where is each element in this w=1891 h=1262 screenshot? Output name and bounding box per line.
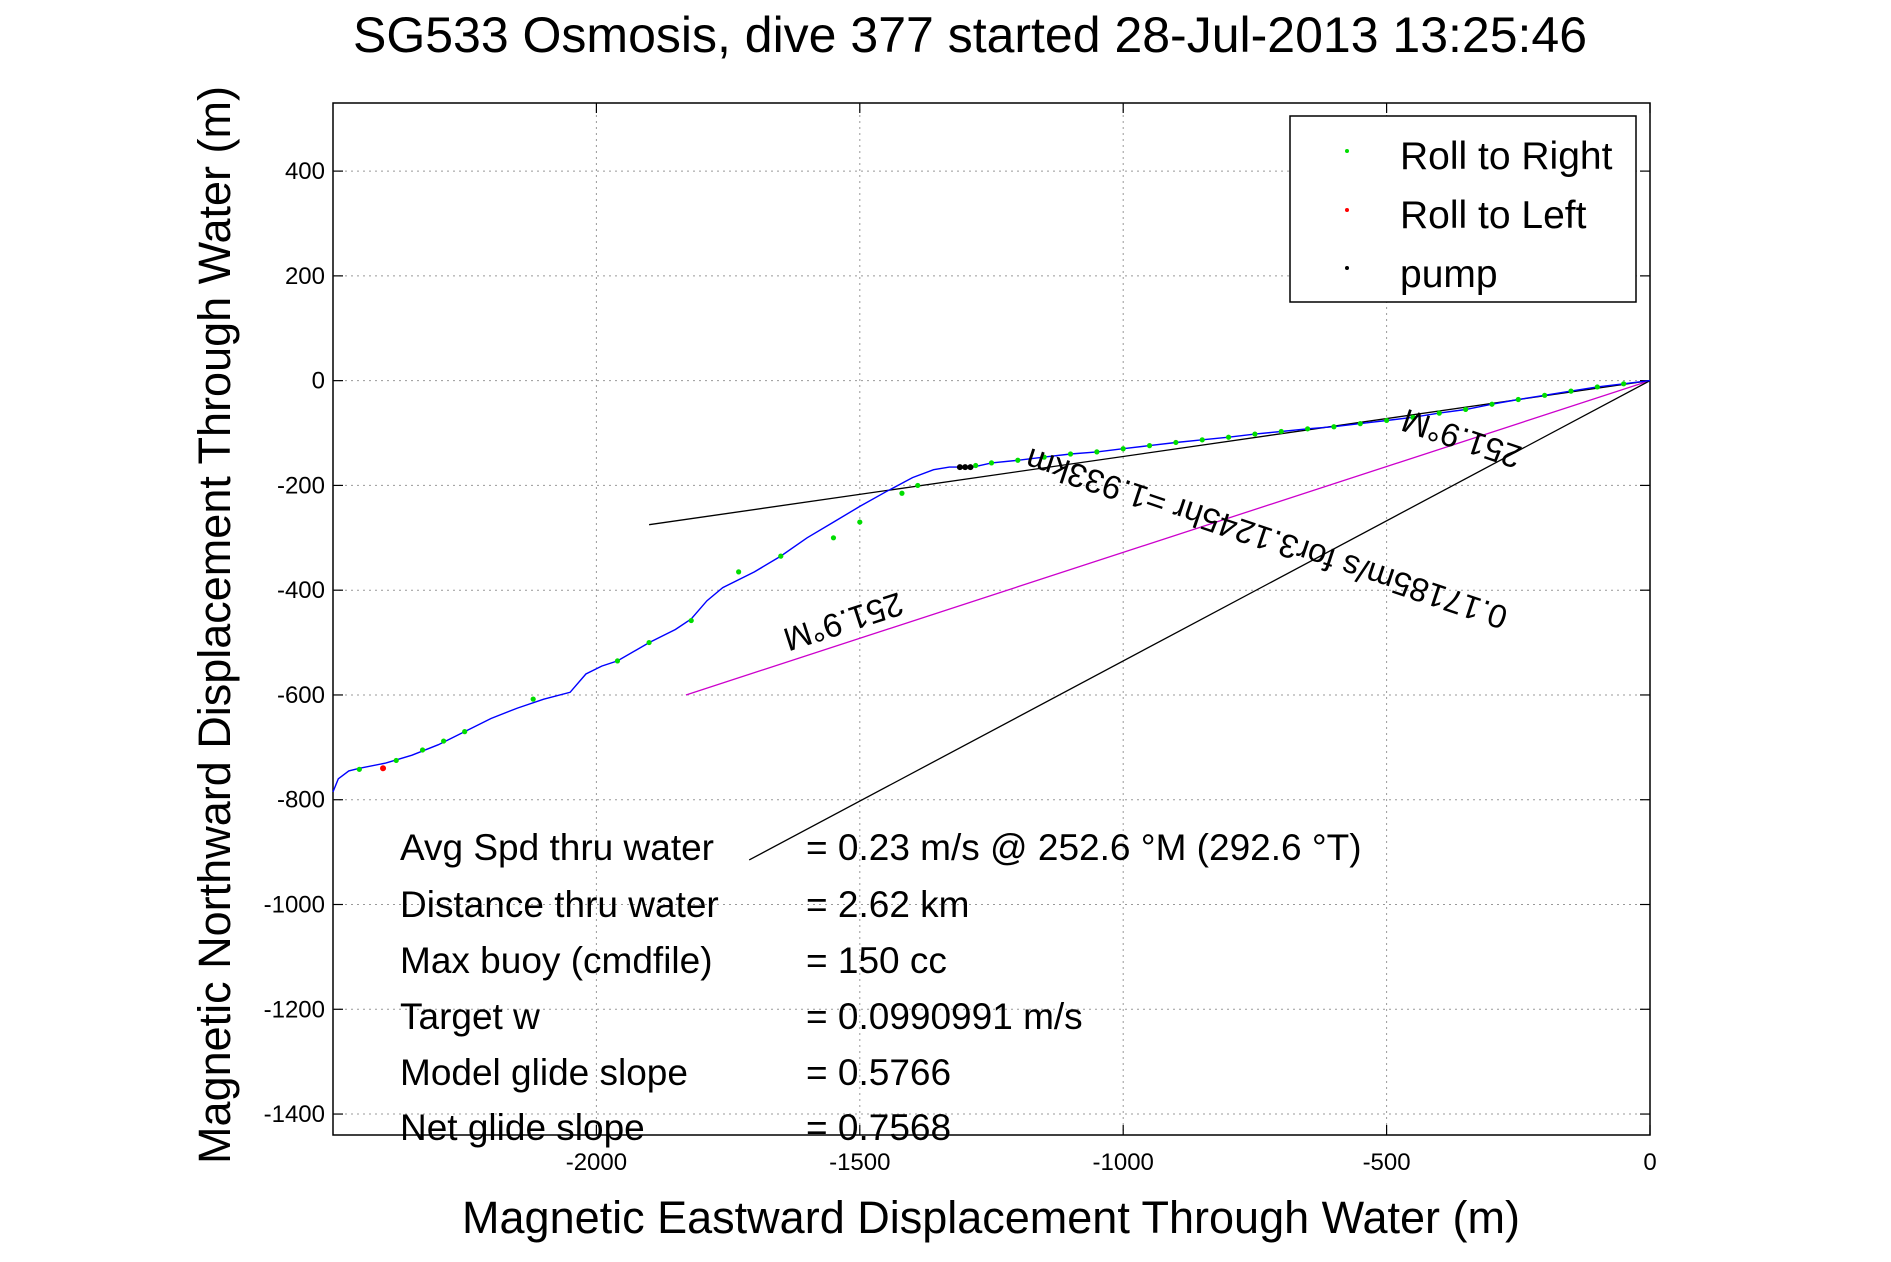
y-tick-label: 0 — [312, 368, 325, 395]
stats-block: Avg Spd thru water = 0.23 m/s @ 252.6 °M… — [400, 827, 1362, 1148]
roll-right-point — [1542, 392, 1548, 398]
reference-line-heading — [648, 380, 1651, 526]
roll-right-point — [830, 535, 837, 541]
pump-point — [967, 464, 974, 471]
roll-right-point — [988, 460, 995, 466]
stat-value: = 0.23 m/s @ 252.6 °M (292.6 °T) — [806, 827, 1362, 868]
roll-right-point — [646, 639, 652, 646]
track-series — [332, 379, 1651, 793]
legend-label-roll-right: Roll to Right — [1400, 135, 1613, 178]
roll-right-point — [614, 658, 621, 664]
roll-right-point — [1304, 426, 1311, 432]
stat-value: = 0.7568 — [806, 1107, 951, 1148]
roll-right-point — [441, 738, 447, 744]
marker-points — [356, 381, 1627, 772]
roll-left-point — [380, 765, 387, 772]
roll-right-point — [393, 757, 399, 764]
pump-point — [956, 464, 963, 471]
reference-line-current — [685, 380, 1651, 696]
roll-right-point — [1568, 388, 1574, 394]
legend-marker-pump — [1345, 266, 1349, 270]
roll-right-point — [1094, 449, 1100, 455]
roll-right-point — [736, 569, 742, 575]
legend-label-pump: pump — [1400, 253, 1498, 296]
y-tick-label: -200 — [277, 472, 325, 499]
stat-value: = 150 cc — [806, 940, 947, 981]
roll-right-point — [462, 729, 468, 735]
y-tick-label: 200 — [285, 263, 325, 290]
stat-label: Net glide slope — [400, 1107, 645, 1148]
roll-right-point — [688, 617, 694, 624]
y-tick-label: -600 — [277, 682, 325, 709]
roll-right-point — [915, 482, 921, 489]
x-tick-label: -500 — [1363, 1149, 1411, 1176]
roll-right-point — [1225, 434, 1232, 440]
roll-right-point — [356, 766, 362, 772]
roll-right-point — [1146, 443, 1153, 449]
stat-value: = 2.62 km — [806, 884, 970, 925]
roll-right-point — [1410, 414, 1416, 420]
legend-label-roll-left: Roll to Left — [1400, 194, 1587, 237]
roll-right-point — [1120, 446, 1126, 452]
roll-right-point — [1384, 417, 1390, 424]
roll-right-point — [1041, 454, 1047, 460]
roll-right-point — [973, 462, 979, 469]
y-tick-label: -1400 — [264, 1101, 325, 1128]
roll-right-point — [1594, 384, 1600, 390]
roll-right-point — [899, 490, 905, 496]
roll-right-point — [1252, 431, 1258, 437]
legend: Roll to Right Roll to Left pump — [1289, 115, 1637, 303]
stat-label: Avg Spd thru water — [400, 827, 714, 868]
axis-ticks: -2000 -1500 -1000 -500 0 400 200 0 -200 -400 -600 -… — [264, 103, 1657, 1176]
pump-point — [962, 464, 969, 471]
legend-marker-roll-right — [1345, 149, 1349, 153]
y-axis-label: Magnetic Northward Displacement Through … — [189, 86, 240, 1164]
roll-right-point — [1278, 428, 1284, 435]
x-tick-label: 0 — [1643, 1149, 1656, 1176]
x-axis-label: Magnetic Eastward Displacement Through W… — [462, 1192, 1520, 1243]
stat-value: = 0.5766 — [806, 1052, 951, 1093]
reference-line-average — [748, 380, 1651, 861]
stat-value: = 0.0990991 m/s — [806, 996, 1083, 1037]
y-tick-label: -1000 — [264, 892, 325, 919]
roll-right-point — [1015, 457, 1021, 463]
stat-label: Max buoy (cmdfile) — [400, 940, 713, 981]
roll-right-point — [778, 553, 784, 559]
roll-right-point — [1331, 424, 1337, 430]
roll-right-point — [1515, 396, 1521, 403]
stat-label: Target w — [400, 996, 540, 1037]
y-tick-label: 400 — [285, 158, 325, 185]
grid — [333, 103, 1650, 1135]
roll-right-point — [857, 519, 863, 525]
track-line — [332, 379, 1651, 793]
roll-right-point — [1463, 406, 1469, 413]
roll-right-point — [1199, 437, 1205, 443]
reference-lines — [648, 380, 1651, 861]
chart-title: SG533 Osmosis, dive 377 started 28-Jul-2… — [353, 7, 1587, 63]
stat-label: Distance thru water — [400, 884, 719, 925]
roll-right-point — [1357, 421, 1363, 427]
x-tick-label: -1500 — [829, 1149, 890, 1176]
stat-label: Model glide slope — [400, 1052, 688, 1093]
roll-right-point — [1173, 439, 1179, 446]
roll-right-point — [1489, 401, 1495, 407]
roll-right-point — [1436, 410, 1442, 416]
roll-right-point — [1067, 451, 1074, 457]
legend-marker-roll-left — [1345, 208, 1349, 212]
roll-right-point — [419, 747, 426, 753]
x-tick-label: -2000 — [566, 1149, 627, 1176]
y-tick-label: -1200 — [264, 996, 325, 1023]
roll-right-point — [530, 696, 536, 702]
y-tick-label: -800 — [277, 787, 325, 814]
y-tick-label: -400 — [277, 577, 325, 604]
roll-right-point — [1621, 381, 1627, 387]
x-tick-label: -1000 — [1093, 1149, 1154, 1176]
